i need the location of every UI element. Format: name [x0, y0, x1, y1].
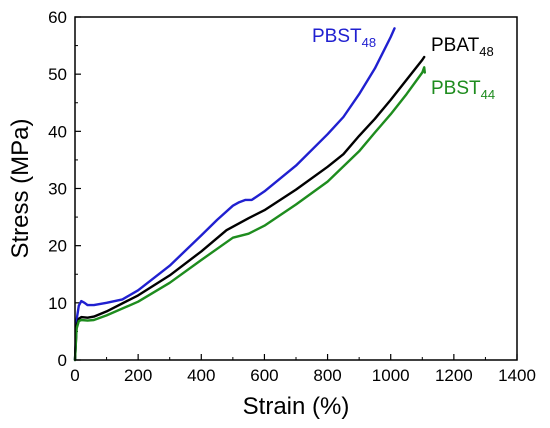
y-tick-label: 10	[48, 294, 67, 313]
x-tick-label: 200	[124, 366, 152, 385]
series-line-pbst44	[73, 66, 426, 362]
series-line-pbst48	[73, 27, 396, 362]
y-tick-label: 30	[48, 180, 67, 199]
x-tick-label: 600	[250, 366, 278, 385]
x-tick-label: 1000	[372, 366, 410, 385]
x-tick-label: 0	[70, 366, 79, 385]
series-lines	[73, 27, 426, 362]
y-axis-title: Stress (MPa)	[7, 118, 34, 258]
series-label-pbst44: PBST44	[431, 78, 495, 102]
y-tick-label: 20	[48, 237, 67, 256]
x-tick-label: 1200	[435, 366, 473, 385]
y-tick-label: 0	[58, 351, 67, 370]
plot-frame	[74, 16, 518, 361]
y-tick-label: 60	[48, 8, 67, 27]
series-label-pbst48: PBST48	[312, 26, 376, 50]
x-tick-label: 800	[313, 366, 341, 385]
x-tick-label: 400	[187, 366, 215, 385]
series-labels: PBST48 PBAT48 PBST44	[312, 26, 495, 102]
series-line-pbat48	[73, 55, 426, 362]
y-tick-label: 50	[48, 65, 67, 84]
x-axis-title: Strain (%)	[243, 393, 350, 420]
y-tick-label: 40	[48, 122, 67, 141]
tick-labels: 0 200 400 600 800 1000 1200 1400 0 10 20 30 40 50 60	[48, 8, 536, 385]
series-label-pbat48: PBAT48	[431, 35, 494, 59]
x-tick-label: 1400	[498, 366, 536, 385]
